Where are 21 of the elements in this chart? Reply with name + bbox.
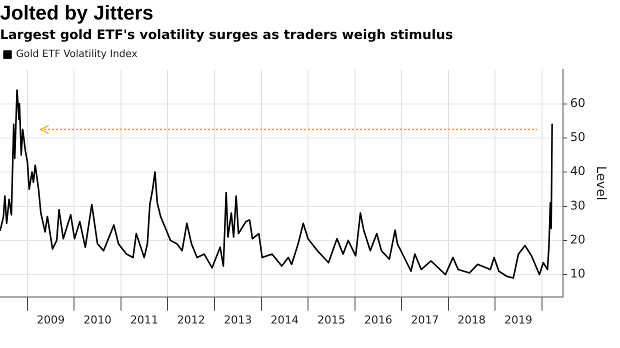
y-tick-label: 60 [570,96,586,110]
x-tick-label: 2010 [83,313,112,326]
x-tick-label: 2018 [458,313,486,326]
x-tick-label: 2009 [36,313,65,326]
y-tick-label: 50 [570,130,586,144]
chart-title: Jolted by Jitters [0,2,154,25]
y-tick-label: 30 [570,198,586,212]
chart-subtitle: Largest gold ETF's volatility surges as traders weigh stimulus [0,28,454,44]
x-tick-label: 2017 [410,313,439,326]
x-tick-label: 2011 [130,313,158,326]
x-tick-label: 2019 [504,313,532,326]
x-tick-label: 2016 [364,313,392,326]
y-tick-label: 20 [570,232,586,247]
x-tick-label: 2012 [177,313,206,326]
y-tick-label: 10 [570,266,586,281]
x-tick-label: 2015 [317,313,346,326]
y-axis-title: Level [592,166,608,200]
x-tick-label: 2013 [224,313,252,326]
x-tick-label: 2014 [270,313,299,326]
y-tick-label: 40 [570,164,586,178]
legend-label: Gold ETF Volatility Index [16,49,138,60]
